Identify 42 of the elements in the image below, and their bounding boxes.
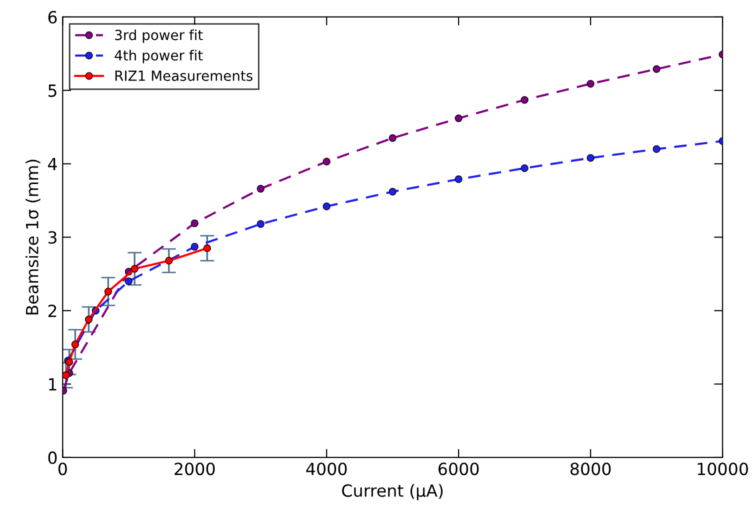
x-tick-label: 6000 xyxy=(438,462,479,476)
point xyxy=(586,80,594,88)
point xyxy=(84,316,93,324)
point xyxy=(652,65,660,73)
point xyxy=(130,264,138,273)
x-tick-label: 2000 xyxy=(174,462,215,476)
point xyxy=(322,202,330,210)
point xyxy=(388,134,396,142)
y-tick-label: 1 xyxy=(49,378,56,390)
point xyxy=(190,219,198,228)
x-tick-label: 4000 xyxy=(306,462,347,476)
legend-label: 3rd power fit xyxy=(115,29,203,43)
point xyxy=(165,256,173,265)
point xyxy=(104,288,112,296)
point xyxy=(454,175,462,184)
point xyxy=(62,371,70,380)
point xyxy=(124,277,132,286)
y-tick-label: 3 xyxy=(48,231,56,244)
point xyxy=(322,158,330,166)
y-tick-label: 6 xyxy=(48,10,57,24)
point xyxy=(586,154,594,162)
x-tick-label: 8000 xyxy=(570,462,611,476)
x-tick-label: 0 xyxy=(58,462,67,476)
x-tick-label: 10000 xyxy=(698,462,748,476)
point xyxy=(256,220,264,228)
point xyxy=(190,242,198,251)
legend-label: RIZ1 Measurements xyxy=(115,70,252,81)
y-axis-title: Beamsize 1σ (mm) xyxy=(26,160,40,314)
point xyxy=(388,188,396,196)
point xyxy=(652,145,660,153)
y-tick-label: 2 xyxy=(48,304,56,317)
y-tick-label: 5 xyxy=(48,84,56,97)
point xyxy=(203,244,211,252)
y-tick-label: 4 xyxy=(48,158,57,170)
y-tick-label: 0 xyxy=(48,451,57,464)
point xyxy=(454,114,462,122)
point xyxy=(520,164,528,172)
point xyxy=(520,96,528,104)
x-axis-title: Current (μA) xyxy=(342,484,443,500)
legend-label: 4th power fit xyxy=(114,50,203,64)
point xyxy=(256,184,264,193)
point xyxy=(71,340,80,348)
